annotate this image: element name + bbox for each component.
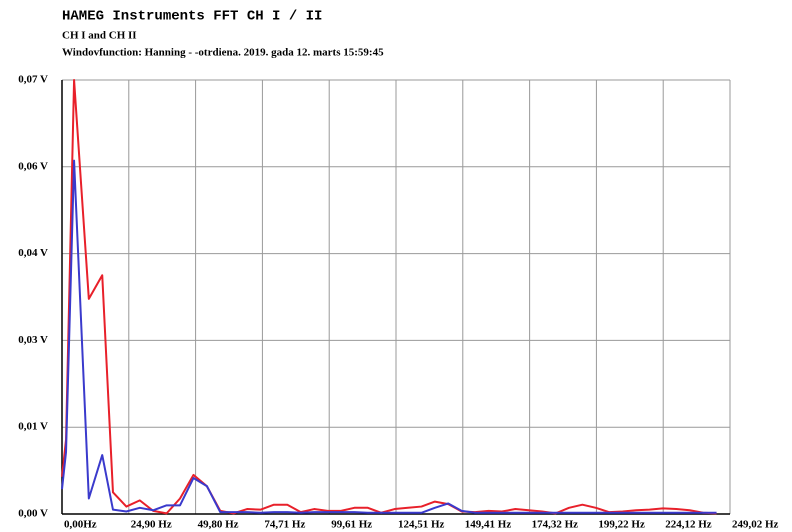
x-tick-label: 49,80 Hz (198, 519, 239, 531)
x-tick-label: 174,32 Hz (532, 519, 579, 531)
y-tick-label: 0,01 V (18, 421, 48, 433)
chart-subtitle: CH I and CH II (62, 30, 137, 42)
series-line (61, 159, 717, 514)
x-tick-label: 74,71 Hz (264, 519, 305, 531)
y-tick-label: 0,00 V (18, 508, 48, 520)
x-tick-label: 124,51 Hz (398, 519, 445, 531)
y-tick-label: 0,03 V (18, 334, 48, 346)
x-tick-label: 224,12 Hz (665, 519, 712, 531)
y-tick-label: 0,06 V (18, 160, 48, 172)
x-tick-label: 149,41 Hz (465, 519, 512, 531)
x-tick-label: 0,00Hz (64, 519, 97, 531)
x-tick-label: 199,22 Hz (598, 519, 645, 531)
annotation: Windovfunction: Hanning - -otrdiena. 201… (62, 47, 384, 59)
series-line (61, 79, 717, 515)
x-tick-label: 249,02 Hz (732, 519, 779, 531)
x-tick-label: 99,61 Hz (331, 519, 372, 531)
y-tick-label: 0,07 V (18, 74, 48, 86)
y-tick-label: 0,04 V (18, 247, 48, 259)
x-tick-label: 24,90 Hz (131, 519, 172, 531)
chart-title: HAMEG Instruments FFT CH I / II (62, 9, 322, 25)
